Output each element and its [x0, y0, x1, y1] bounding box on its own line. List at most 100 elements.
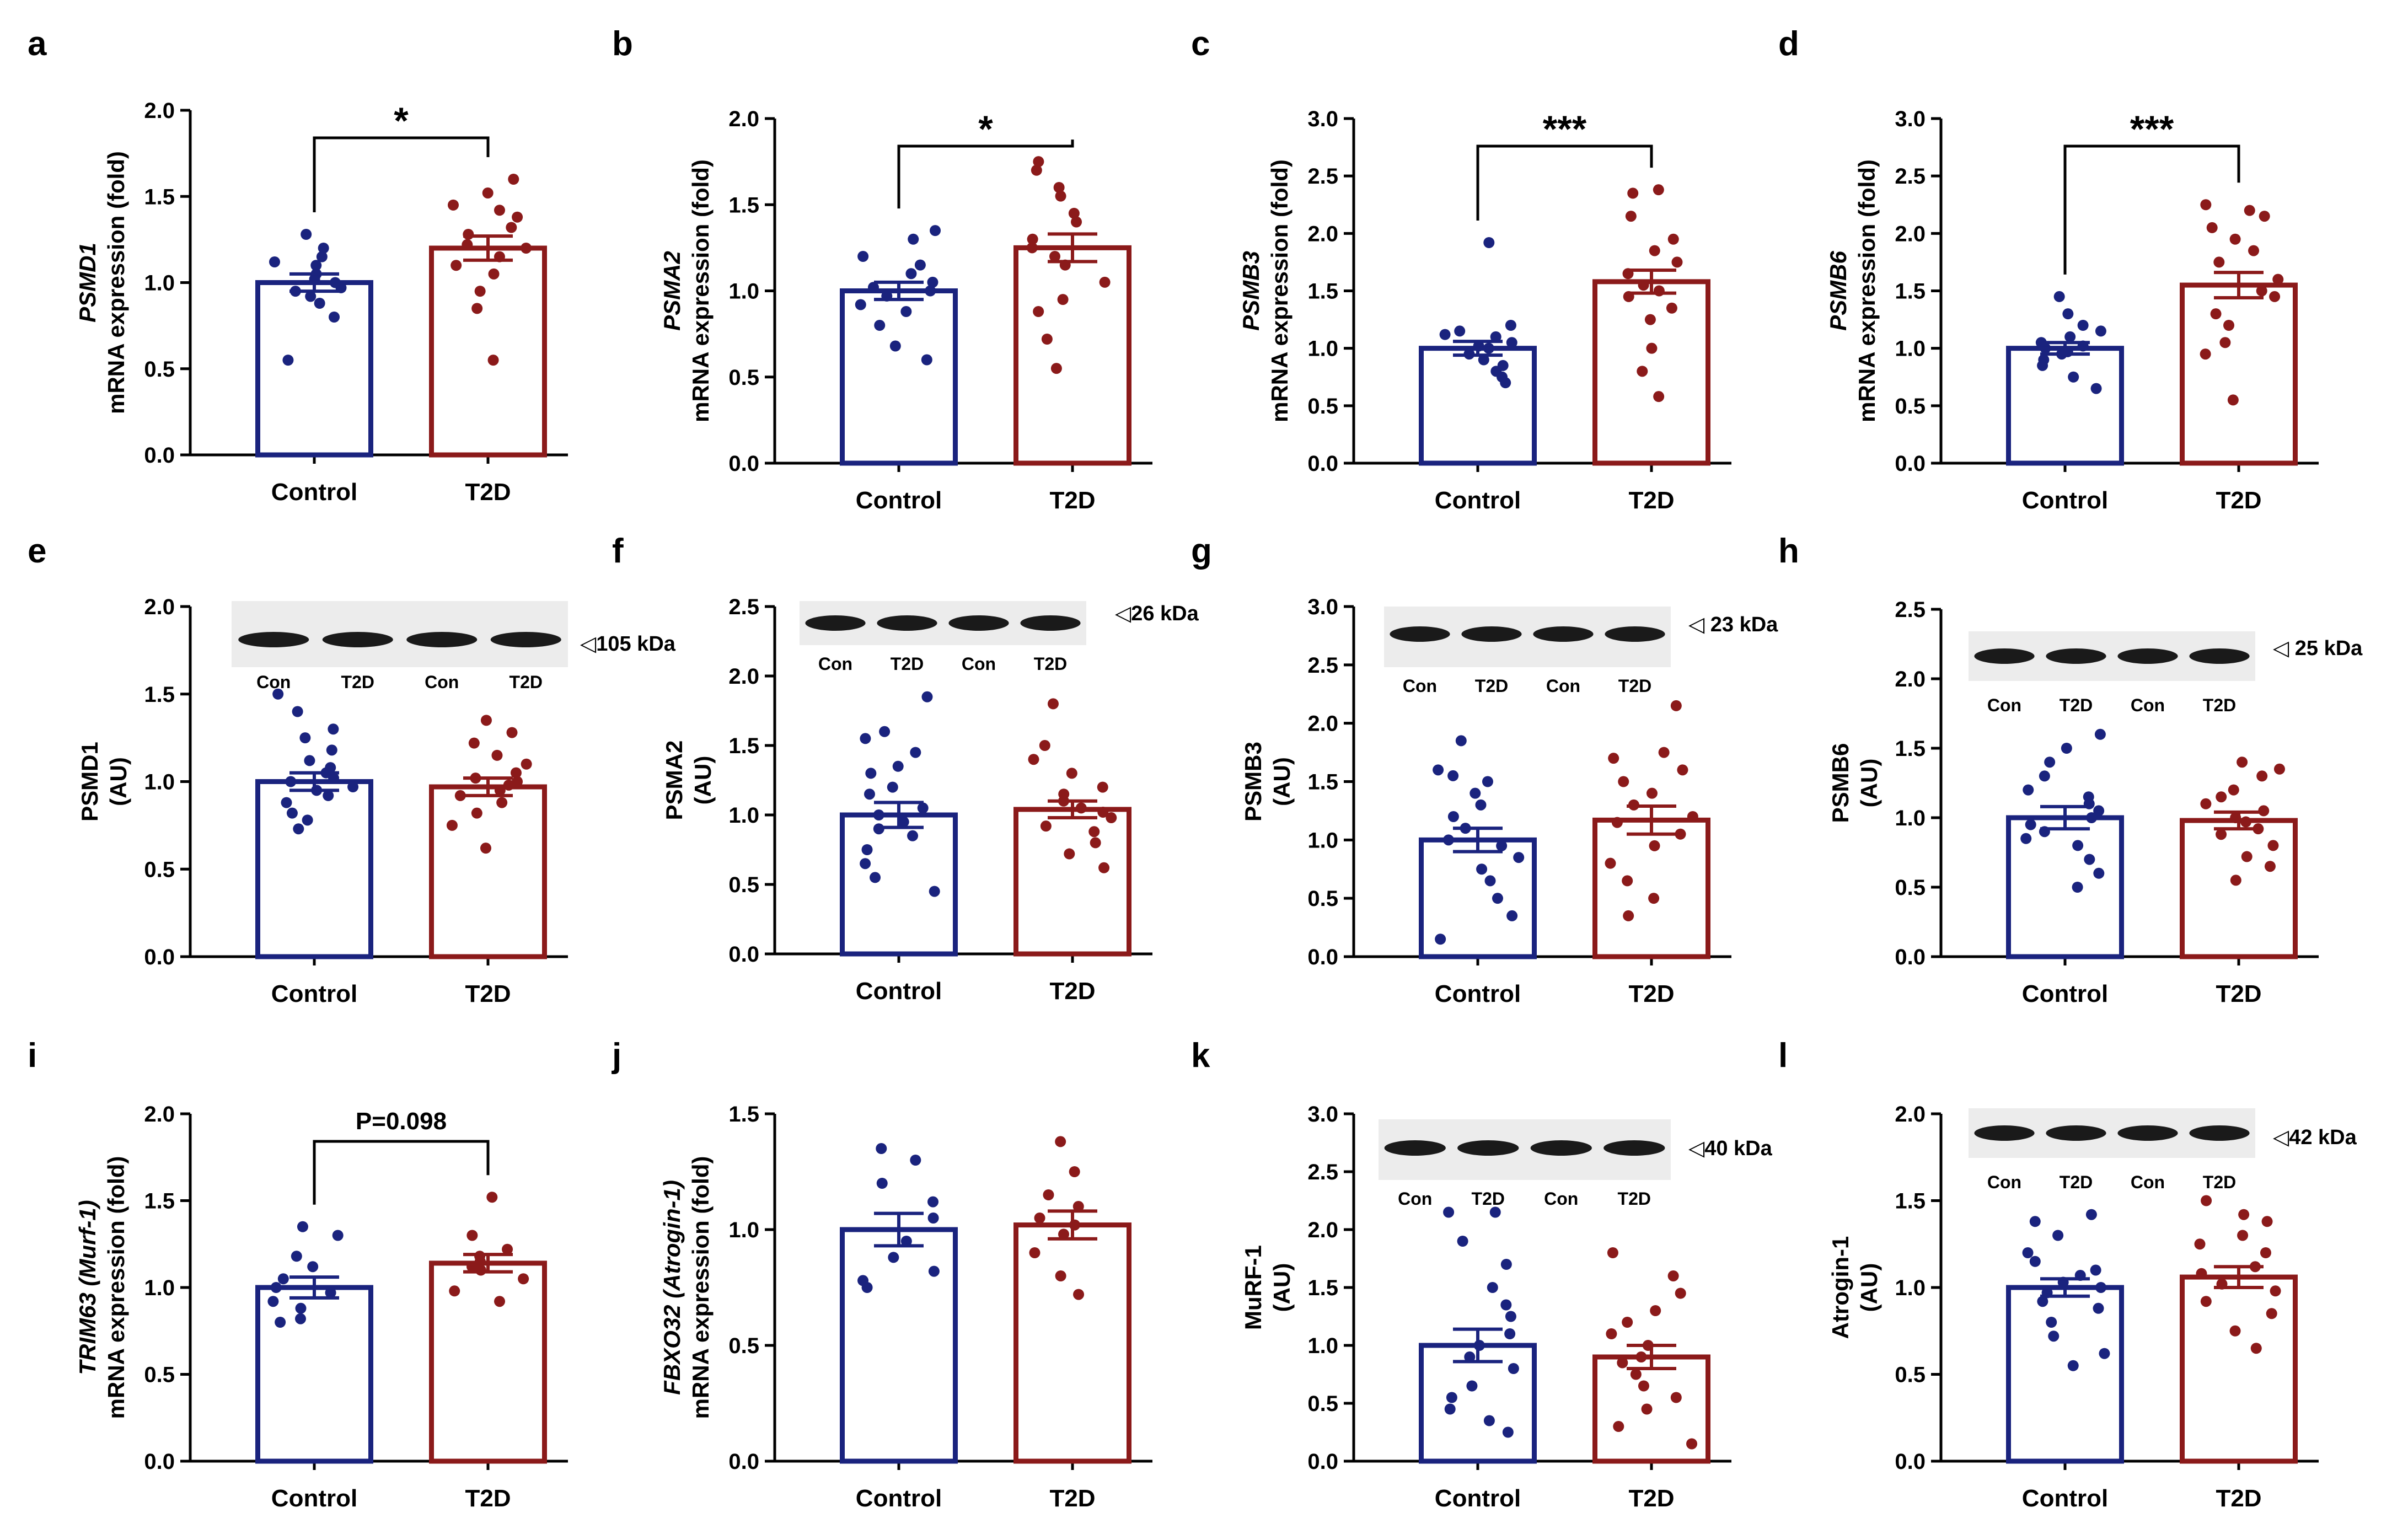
data-point [494, 205, 505, 216]
y-axis-label: mRNA expression (fold) [1854, 159, 1880, 422]
bar-control [2006, 346, 2124, 466]
y-tick-label: 0.5 [144, 857, 175, 882]
y-tick-label: 1.5 [728, 193, 759, 217]
data-point [1483, 237, 1495, 248]
data-point [2022, 1247, 2034, 1258]
data-point [1508, 1363, 1519, 1374]
data-point [474, 1251, 486, 1262]
blot-lane-label: Con [2131, 1172, 2165, 1192]
data-point [1605, 857, 1616, 869]
data-point [307, 1261, 319, 1273]
data-point [286, 807, 298, 819]
data-point [267, 1296, 279, 1307]
data-point [1675, 828, 1686, 840]
y-tick-label: 2.0 [1895, 667, 1926, 691]
data-point [2046, 1317, 2057, 1328]
significance-label: * [978, 108, 993, 150]
bar-control [255, 1285, 373, 1464]
bar-t2d [1013, 1222, 1131, 1464]
data-point [2037, 1296, 2048, 1307]
data-point [1435, 934, 1446, 945]
y-axis-unit-label: (AU) [1856, 759, 1882, 808]
bar-control [840, 812, 958, 957]
data-point [910, 1155, 921, 1166]
y-tick-label: 2.0 [1307, 712, 1338, 736]
y-tick-label: 0.5 [728, 1334, 759, 1358]
blot-band [805, 615, 866, 631]
blot-lane-label: T2D [341, 672, 374, 692]
y-tick-label: 0.5 [1895, 1363, 1926, 1387]
data-point [2029, 1216, 2041, 1227]
data-point [876, 1178, 888, 1189]
y-axis-unit-label: (AU) [1269, 1263, 1295, 1312]
panel-letter: c [1191, 25, 1210, 63]
bar-t2d [2180, 1274, 2298, 1464]
data-point [2270, 1285, 2281, 1297]
data-point [1053, 182, 1065, 193]
data-point [1506, 910, 1518, 921]
blot-band [1457, 1140, 1519, 1156]
x-tick-label: Control [1435, 980, 1521, 1007]
data-point [1447, 811, 1459, 822]
data-point [318, 243, 329, 254]
blot-lane-label: T2D [1618, 676, 1651, 696]
x-tick-label: T2D [2216, 980, 2261, 1007]
data-point [929, 886, 940, 897]
bar-t2d [2180, 282, 2298, 466]
data-point [474, 286, 486, 297]
data-point [494, 1296, 506, 1307]
bar-control [255, 779, 373, 959]
bar-control [1419, 346, 1537, 466]
data-point [1483, 1415, 1495, 1426]
data-point [2052, 1230, 2064, 1241]
y-axis-unit-label: (AU) [1856, 1263, 1882, 1312]
data-point [2219, 337, 2231, 348]
data-point [329, 312, 340, 323]
bar-t2d [1013, 245, 1131, 466]
data-point [1608, 753, 1619, 764]
panel-j: j 0.0 0.5 1.0 1.5 Control T2D FBXO32 (Atrogin-1… [612, 1037, 1152, 1512]
blot-lane-label: Con [256, 672, 291, 692]
blot-lane-label: Con [818, 654, 852, 674]
x-tick-label: T2D [1628, 1485, 1674, 1512]
data-point [1027, 233, 1038, 245]
blot-size-marker: ◁40 kDa [1688, 1137, 1773, 1160]
y-axis-label: mRNA expression (fold) [688, 1156, 714, 1419]
data-point [927, 1196, 939, 1208]
panel-i: i 0.0 0.5 1.0 1.5 2.0 Control T2D TRIM63 (Murf-1… [28, 1037, 568, 1512]
data-point [2229, 233, 2241, 245]
y-tick-label: 3.0 [1307, 1102, 1338, 1126]
x-tick-label: Control [1435, 1485, 1521, 1512]
data-point [297, 1221, 308, 1232]
data-point [1484, 875, 1496, 887]
data-point [900, 1236, 912, 1247]
data-point [1649, 245, 1660, 256]
data-point [2025, 819, 2036, 830]
data-point [2200, 798, 2212, 809]
data-point [2068, 371, 2079, 383]
data-point [1433, 764, 1444, 776]
data-point [2061, 743, 2072, 754]
data-point [925, 285, 936, 297]
data-point [1500, 1259, 1512, 1270]
data-point [2230, 875, 2241, 886]
data-point [864, 788, 875, 800]
data-point [921, 354, 932, 366]
y-axis-label: Atrogin-1 [1827, 1236, 1853, 1339]
data-point [1446, 1392, 1457, 1403]
data-point [1492, 893, 1503, 904]
panel-letter: a [28, 25, 47, 63]
data-point [510, 767, 522, 779]
y-tick-label: 0.0 [144, 1450, 175, 1474]
y-tick-label: 1.0 [1895, 806, 1926, 830]
data-point [270, 1282, 282, 1293]
data-point [1476, 863, 1488, 875]
panel-letter: b [612, 25, 633, 63]
y-axis-label: mRNA expression (fold) [1267, 159, 1293, 422]
data-point [1687, 811, 1698, 822]
data-point [1637, 366, 1648, 377]
panel-letter: i [28, 1037, 37, 1075]
blot-lane-label: Con [1403, 676, 1437, 696]
data-point [468, 737, 480, 749]
y-tick-label: 2.5 [728, 595, 759, 619]
